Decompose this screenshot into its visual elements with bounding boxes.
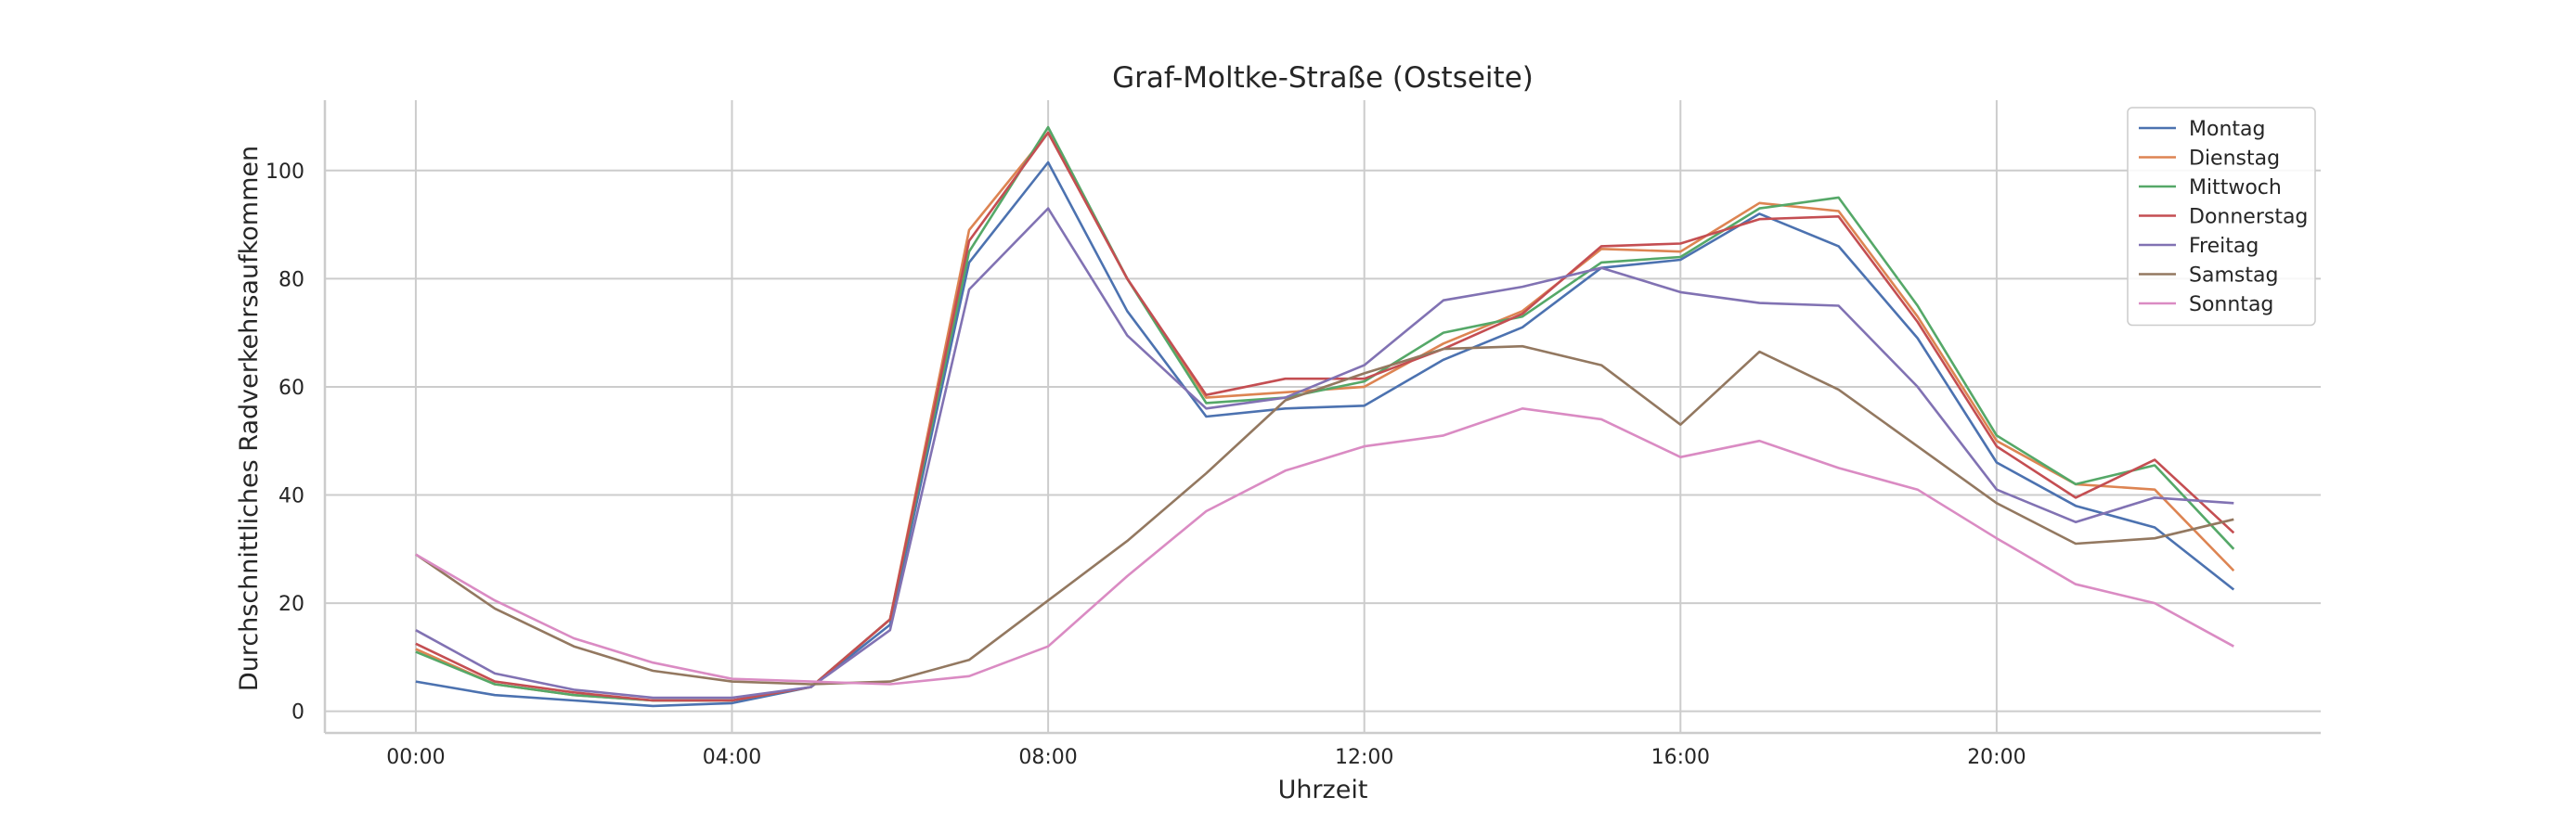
axes-spines [323, 100, 2321, 735]
legend-label: Dienstag [2189, 148, 2280, 171]
series-line-montag [415, 161, 2235, 708]
y-tick-label: 80 [278, 268, 304, 291]
legend-label: Mittwoch [2189, 176, 2282, 199]
series-line-sonntag [415, 406, 2234, 686]
y-tick-label: 40 [278, 485, 304, 508]
x-tick-label: 00:00 [386, 746, 445, 769]
y-tick-label: 0 [291, 701, 304, 725]
y-tick-label: 60 [278, 377, 304, 400]
x-tick-label: 08:00 [1018, 746, 1077, 769]
legend-box [2127, 107, 2316, 327]
x-tick-label: 16:00 [1651, 746, 1710, 769]
series-line-dienstag [415, 131, 2235, 702]
series-line-donnerstag [415, 131, 2235, 702]
chart-title: Graf-Moltke-Straße (Ostseite) [1112, 61, 1534, 95]
x-tick-label: 20:00 [1967, 746, 2026, 769]
legend-label: Montag [2189, 118, 2265, 141]
legend-label: Donnerstag [2189, 206, 2308, 229]
x-tick-label: 12:00 [1335, 746, 1393, 769]
series-line-mittwoch [415, 125, 2235, 702]
legend-label: Samstag [2189, 264, 2278, 288]
legend-label: Sonntag [2189, 293, 2273, 316]
series-layer [415, 125, 2235, 708]
y-axis-label: Durchschnittliches Radverkehrsaufkommen [235, 146, 264, 691]
tick-labels: 00:00 04:00 08:00 12:00 16:00 20:00 0 20 40 60 80 1… [265, 161, 2026, 769]
series-line-freitag [415, 207, 2234, 700]
x-axis-label: Uhrzeit [1278, 776, 1368, 804]
y-tick-label: 20 [278, 593, 304, 616]
legend-label: Freitag [2189, 235, 2259, 258]
series-line-samstag [415, 344, 2234, 686]
y-tick-label: 100 [265, 161, 304, 184]
x-tick-label: 04:00 [703, 746, 761, 769]
legend: Montag Dienstag Mittwoch Donnerstag Freitag S… [2127, 107, 2316, 327]
grid-layer [325, 100, 2321, 733]
